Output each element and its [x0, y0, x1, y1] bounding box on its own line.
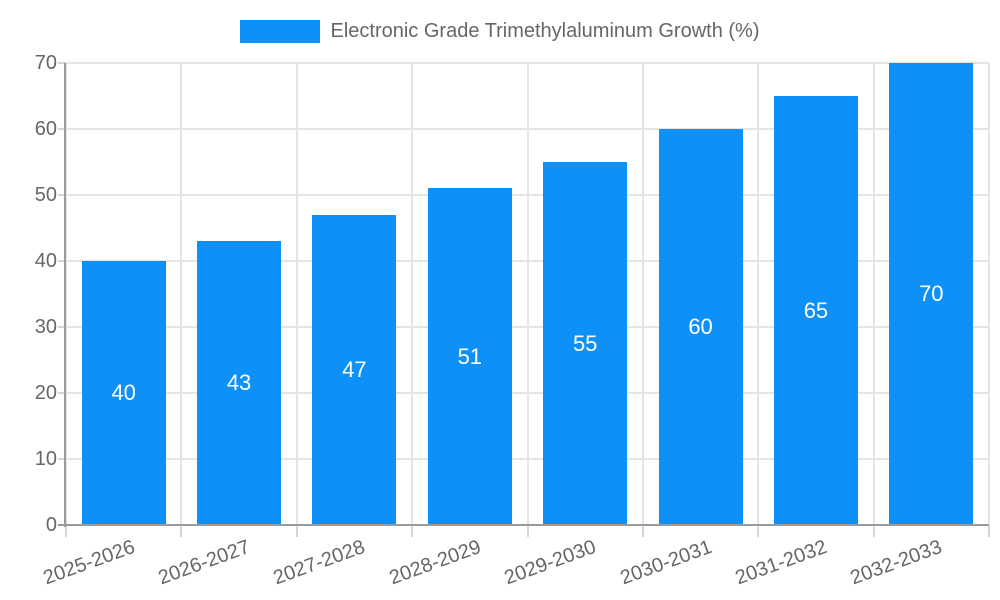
x-axis-line: [58, 524, 989, 526]
x-tick-mark: [295, 525, 298, 537]
y-tick-mark: [58, 194, 66, 196]
y-tick-mark: [58, 62, 66, 64]
bar-value-label: 60: [688, 314, 713, 339]
x-tick-mark: [526, 525, 529, 537]
bar-value-label: 65: [803, 297, 829, 323]
x-tick-mark: [641, 525, 644, 537]
x-gridline: [65, 63, 67, 525]
x-gridline: [641, 63, 644, 525]
x-gridline: [872, 63, 875, 525]
y-axis-label: 70: [34, 52, 57, 74]
bar-value-label: 47: [342, 356, 367, 382]
x-gridline: [757, 63, 760, 525]
bar: [889, 63, 974, 525]
y-axis-label: 30: [34, 316, 57, 338]
bar-value-label: 51: [457, 343, 483, 369]
x-tick-mark: [411, 525, 414, 537]
y-axis-label: 50: [34, 184, 57, 206]
y-tick-mark: [58, 260, 66, 262]
bar: [427, 188, 512, 525]
x-tick-mark: [872, 525, 875, 537]
bar: [312, 214, 397, 525]
bar: [197, 241, 282, 525]
bar: [773, 96, 858, 525]
legend-swatch: [240, 19, 321, 43]
x-tick-mark: [180, 525, 183, 537]
x-tick-mark: [65, 525, 67, 537]
bar-value-label: 70: [919, 281, 944, 306]
y-tick-mark: [58, 326, 66, 328]
bar-value-label: 43: [226, 370, 252, 396]
bar-value-label: 40: [111, 380, 136, 405]
y-axis-line: [64, 63, 66, 527]
y-axis-label: 0: [45, 514, 57, 536]
x-tick-mark: [757, 525, 760, 537]
bar: [543, 162, 628, 525]
y-tick-mark: [58, 392, 66, 394]
x-gridline: [988, 63, 990, 525]
y-tick-mark: [58, 128, 66, 130]
chart-legend[interactable]: Electronic Grade Trimethylaluminum Growt…: [0, 14, 1000, 48]
x-gridline: [411, 63, 414, 525]
legend-label: Electronic Grade Trimethylaluminum Growt…: [330, 19, 760, 42]
x-gridline: [526, 63, 529, 525]
bar-value-label: 55: [572, 330, 598, 356]
y-axis-label: 60: [34, 118, 57, 140]
y-axis-label: 10: [34, 448, 57, 470]
x-tick-mark: [988, 525, 990, 537]
bar: [81, 261, 166, 525]
bar: [658, 129, 743, 525]
y-axis-label: 20: [34, 382, 57, 404]
x-gridline: [295, 63, 298, 525]
x-gridline: [180, 63, 183, 525]
y-tick-mark: [58, 458, 66, 460]
y-axis-label: 40: [34, 250, 57, 272]
